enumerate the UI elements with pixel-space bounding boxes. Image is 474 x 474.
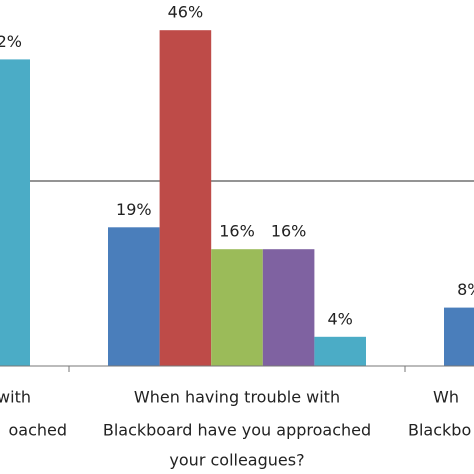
- x-tick-label: your colleagues?: [169, 451, 304, 470]
- value-label: 46%: [168, 3, 204, 22]
- value-label: 19%: [116, 200, 152, 219]
- bar: [314, 336, 366, 366]
- x-tick-label: with: [0, 388, 31, 407]
- x-tick-label: When having trouble with: [134, 388, 340, 407]
- value-label: 16%: [219, 222, 255, 241]
- value-label: 8%: [457, 280, 474, 299]
- x-tick-label: Wh: [433, 388, 459, 407]
- value-label: 16%: [271, 222, 307, 241]
- bar: [262, 249, 315, 366]
- bar: [159, 30, 212, 366]
- value-label: 42%: [0, 32, 22, 51]
- x-tick-label: oached: [8, 421, 67, 440]
- x-tick-label: Blackboard have you approached: [103, 421, 371, 440]
- bar: [211, 249, 263, 366]
- bar: [108, 227, 160, 366]
- bar: [0, 59, 30, 367]
- bar: [444, 307, 474, 366]
- value-label: 4%: [328, 309, 353, 328]
- x-tick-label: Blackbo: [408, 421, 471, 440]
